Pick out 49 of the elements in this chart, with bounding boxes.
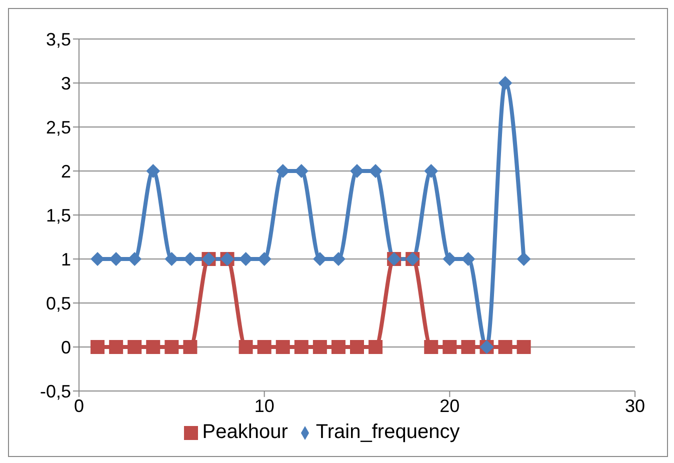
y-tick-label: 3,5 <box>46 29 71 50</box>
point <box>183 340 198 354</box>
point <box>461 252 476 266</box>
y-tick-label: 1 <box>60 249 71 270</box>
point <box>516 340 531 354</box>
y-tick-label: 2,5 <box>46 117 71 138</box>
y-tick-label: 1,5 <box>46 205 71 226</box>
point <box>183 252 198 266</box>
point <box>238 252 253 266</box>
y-tick-label: 3 <box>60 73 71 94</box>
point <box>276 340 290 354</box>
point <box>276 164 290 178</box>
point <box>294 340 308 354</box>
point <box>516 252 531 266</box>
point <box>128 252 142 266</box>
y-tick-label: 0 <box>60 337 71 358</box>
point <box>498 340 512 354</box>
point <box>109 340 124 354</box>
point <box>238 340 253 354</box>
point <box>257 252 272 266</box>
point <box>312 252 327 266</box>
point <box>498 76 512 90</box>
legend-label: Train_frequency <box>316 421 460 443</box>
point <box>350 340 364 354</box>
point <box>424 340 438 354</box>
point <box>368 340 383 354</box>
x-tick-label: 20 <box>440 396 460 416</box>
x-tick-label: 0 <box>74 396 84 416</box>
point <box>164 340 179 354</box>
point <box>146 164 160 178</box>
point <box>128 340 142 354</box>
point <box>146 340 160 354</box>
x-tick-label: 10 <box>254 396 274 416</box>
point <box>331 340 346 354</box>
point <box>461 340 476 354</box>
point <box>257 340 272 354</box>
y-tick-label: -0,5 <box>40 381 71 402</box>
point <box>312 340 327 354</box>
point <box>90 340 105 354</box>
legend-label: Peakhour <box>202 421 288 443</box>
point <box>442 252 457 266</box>
point <box>424 164 438 178</box>
x-tick-label: 30 <box>624 396 646 416</box>
y-tick-label: 2 <box>60 161 71 182</box>
y-tick-label: 0,5 <box>46 293 71 314</box>
point <box>350 164 364 178</box>
point <box>442 340 457 354</box>
point <box>368 164 383 178</box>
point <box>164 252 179 266</box>
